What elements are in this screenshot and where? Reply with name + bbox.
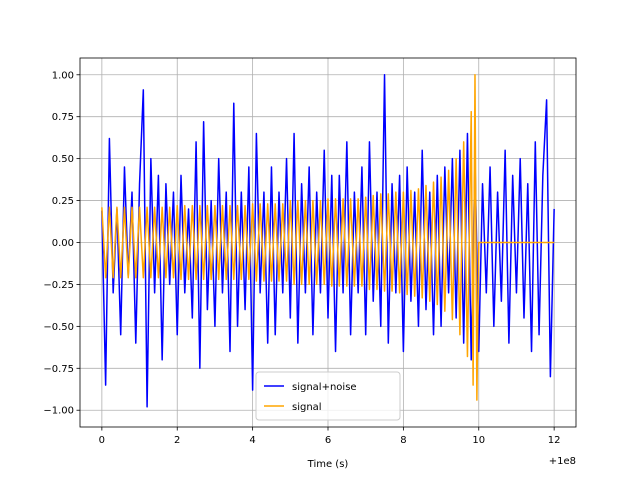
y-tick-label: −0.75 [43, 364, 74, 375]
y-tick-label: 0.25 [52, 196, 74, 207]
x-tick-label: 0 [99, 435, 105, 446]
legend-label: signal [292, 402, 322, 413]
y-tick-label: −1.00 [43, 406, 74, 417]
legend-box [255, 371, 401, 421]
x-tick-label: 4 [249, 435, 255, 446]
y-tick-label: 0.00 [52, 238, 74, 249]
y-tick-label: −0.50 [43, 322, 74, 333]
legend-label: signal+noise [292, 382, 357, 393]
y-tick-label: 0.75 [52, 112, 74, 123]
x-tick-label: 10 [472, 435, 485, 446]
x-tick-label: 2 [174, 435, 180, 446]
line-series [101, 74, 555, 401]
x-axis-label: Time (s) [307, 459, 349, 470]
plot-area [101, 74, 555, 408]
axes-frame [79, 57, 577, 428]
line-series [101, 74, 555, 408]
y-tick-label: 0.50 [52, 154, 74, 165]
y-tick-label: 1.00 [52, 70, 74, 81]
x-tick-label: 12 [548, 435, 561, 446]
x-tick-label: 6 [325, 435, 331, 446]
x-offset-label: +1e8 [549, 456, 576, 467]
y-tick-label: −0.25 [43, 280, 74, 291]
x-tick-label: 8 [400, 435, 406, 446]
legend: signal+noise signal [255, 371, 401, 421]
